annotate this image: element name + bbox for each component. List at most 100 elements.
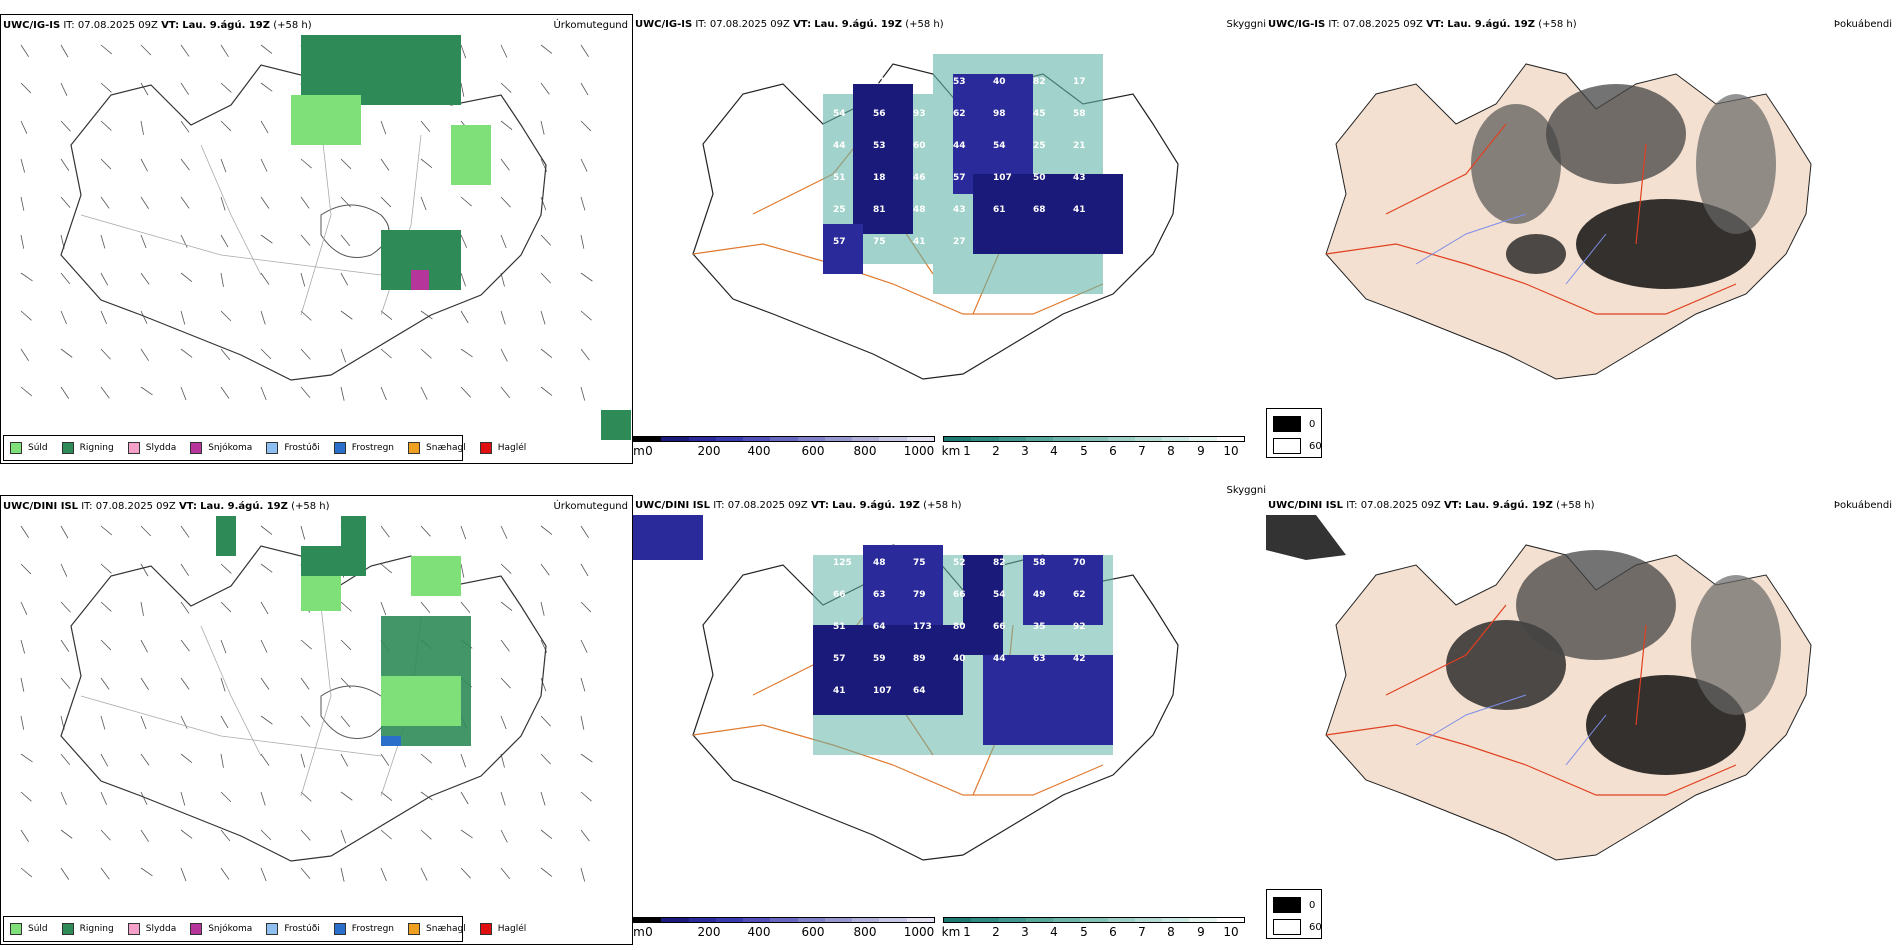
- freezing-rain-area: [381, 736, 401, 746]
- ceiling-value-label: 92: [1073, 622, 1086, 632]
- ceiling-value-label: 57: [833, 237, 846, 247]
- fog-legend: 0 60: [1266, 408, 1322, 458]
- wind-barb: [180, 753, 193, 764]
- vt-label: VT:: [161, 20, 180, 31]
- wind-barb: [60, 753, 71, 766]
- wind-barb: [300, 386, 311, 398]
- wind-barb: [500, 120, 513, 130]
- ceiling-value-label: 52: [953, 558, 966, 568]
- wind-barb: [540, 563, 550, 576]
- ceiling-value-label: 53: [873, 141, 886, 151]
- model-name: UWC/IG-IS: [1268, 19, 1326, 30]
- wind-barb: [460, 525, 467, 540]
- wind-barb: [20, 386, 33, 397]
- ceiling-value-label: 58: [1033, 558, 1046, 568]
- it-value: 07.08.2025 09Z: [709, 19, 790, 30]
- wind-barb: [380, 563, 392, 574]
- panel-title: Úrkomutegund: [553, 20, 628, 31]
- wind-barb: [100, 677, 110, 690]
- glacier-outline: [320, 685, 390, 739]
- vt-label: VT:: [1443, 500, 1462, 511]
- wind-barb: [500, 867, 511, 880]
- panel-header: UWC/DINI ISL IT: 07.08.2025 09Z VT: Lau.…: [1268, 500, 1595, 511]
- wind-barb: [260, 386, 267, 401]
- wind-barb: [220, 234, 229, 248]
- fog-legend-item-60: 60: [1273, 438, 1322, 454]
- wind-barb: [260, 196, 270, 209]
- legend-item-snaehagl: Snæhagl: [408, 442, 466, 454]
- ceiling-value-label: 107: [873, 686, 892, 696]
- wind-barb: [180, 120, 190, 133]
- wind-barb: [100, 715, 106, 730]
- wind-barb: [580, 234, 585, 249]
- wind-barb: [300, 310, 312, 321]
- wind-barb: [340, 867, 345, 882]
- ceiling-value-label: 75: [873, 237, 886, 247]
- ceiling-value-label: 48: [913, 205, 926, 215]
- panel-title: Þokuábendi: [1833, 19, 1892, 30]
- ceiling-value-label: 82: [993, 558, 1006, 568]
- vt-label: VT:: [1426, 19, 1445, 30]
- rain-area: [216, 516, 236, 556]
- legend-item-rigning: Rigning: [61, 923, 114, 935]
- wind-barb: [100, 272, 109, 286]
- vt-label: VT:: [793, 19, 812, 30]
- wind-barb: [260, 753, 270, 766]
- wind-barb: [460, 272, 466, 287]
- wind-barb: [380, 525, 390, 538]
- wind-barb: [60, 272, 71, 285]
- offshore-fog: [1266, 515, 1346, 560]
- it-value: 07.08.2025 09Z: [727, 500, 808, 511]
- wind-barb: [180, 44, 190, 57]
- wind-barb: [180, 386, 187, 401]
- wind-barb: [60, 158, 70, 171]
- wind-barb: [220, 310, 232, 322]
- wind-barb: [140, 639, 148, 653]
- wind-barb: [60, 791, 67, 806]
- vt-label: VT:: [178, 501, 197, 512]
- panel-title: Þokuábendi: [1833, 500, 1892, 511]
- wind-barb: [380, 196, 392, 208]
- wind-barb: [300, 791, 312, 802]
- ceiling-value-label: 66: [833, 590, 846, 600]
- wind-barb: [460, 44, 467, 59]
- river-network: [1415, 694, 1607, 766]
- wind-barb: [540, 310, 546, 325]
- ceiling-labels: 71 113 46 53 40 82 17 54 56 93 62 98 45 58 44 53 60 44 54 2…: [833, 77, 1086, 247]
- wind-barb: [300, 234, 311, 246]
- wind-barb: [500, 234, 507, 249]
- wind-barb: [460, 234, 468, 248]
- wind-barb: [460, 196, 472, 207]
- ceiling-value-label: 107: [993, 173, 1012, 183]
- wind-barb: [580, 601, 592, 613]
- wind-barb: [500, 196, 511, 208]
- wind-barb: [340, 601, 352, 612]
- wind-barb: [500, 525, 508, 539]
- wind-barb: [140, 44, 152, 56]
- wind-barb: [180, 272, 193, 283]
- wind-barb: [300, 639, 312, 650]
- ceiling-value-label: 62: [953, 109, 966, 119]
- wind-barb: [460, 348, 473, 358]
- wind-barb: [540, 525, 553, 535]
- ceiling-value-label: 25: [1033, 141, 1046, 151]
- wind-barb: [380, 348, 392, 359]
- wind-barb: [100, 158, 112, 170]
- panel-header: UWC/DINI ISL IT: 07.08.2025 09Z VT: Lau.…: [3, 501, 330, 512]
- wind-barb: [540, 82, 550, 95]
- wind-barb: [260, 639, 268, 653]
- panel-header: UWC/IG-IS IT: 07.08.2025 09Z VT: Lau. 9.…: [635, 19, 944, 30]
- vt-value: Lau. 9.ágú. 19Z: [200, 501, 288, 512]
- wind-barb: [180, 563, 190, 576]
- ceiling-value-label: 41: [1073, 205, 1086, 215]
- ceiling-value-label: 66: [953, 590, 966, 600]
- wind-barb: [540, 234, 551, 246]
- wind-barb: [180, 82, 190, 95]
- precip-map-top: [20, 35, 631, 440]
- wind-barb: [20, 234, 25, 249]
- it-label: IT:: [713, 500, 725, 511]
- wind-barb: [140, 158, 148, 172]
- wind-barb: [100, 867, 110, 880]
- legend-item-frostudi: Frostúði: [266, 923, 320, 935]
- wind-barb: [20, 348, 29, 361]
